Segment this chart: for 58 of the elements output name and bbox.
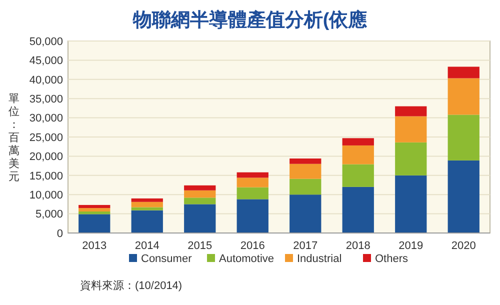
x-tick-label: 2016: [240, 240, 265, 252]
bar: [184, 204, 216, 233]
bar: [184, 198, 216, 204]
bar: [290, 178, 322, 195]
bar: [184, 185, 216, 190]
y-tick-label: 40,000: [29, 74, 63, 86]
legend-label: Consumer: [141, 253, 192, 265]
y-tick-label: 5,000: [35, 208, 63, 221]
x-tick-label: 2015: [188, 240, 212, 252]
bar: [342, 138, 374, 146]
x-tick-label: 2018: [346, 240, 370, 252]
bar: [342, 145, 374, 164]
chart-title: 物聯網半導體產值分析(依應: [132, 9, 368, 31]
bar: [78, 214, 110, 233]
y-tick-label: 35,000: [29, 93, 63, 106]
x-tick-label: 2017: [293, 240, 318, 252]
x-tick-label: 2019: [398, 240, 424, 252]
bar: [448, 66, 480, 78]
bar: [342, 164, 374, 187]
y-tick-label: 50,000: [29, 36, 63, 48]
legend-label: Others: [375, 253, 409, 265]
bar: [448, 78, 480, 115]
bar: [131, 210, 163, 233]
y-tick-label: 15,000: [29, 170, 63, 182]
y-tick-label: 25,000: [29, 132, 63, 144]
y-tick-label: 20,000: [29, 151, 63, 164]
bar: [342, 186, 374, 233]
legend-label: Industrial: [297, 253, 342, 265]
bar: [131, 207, 163, 210]
y-axis-title: 單位：百萬美元: [8, 92, 20, 183]
bar: [395, 175, 427, 233]
bar: [290, 164, 322, 179]
bar: [236, 178, 268, 188]
bar: [78, 211, 110, 214]
x-tick-label: 2013: [82, 240, 107, 252]
x-tick-label: 2014: [134, 240, 160, 252]
bar: [290, 158, 322, 164]
bar: [78, 208, 110, 212]
x-tick-label: 2020: [451, 240, 476, 252]
bar: [448, 114, 480, 160]
bar: [236, 199, 268, 233]
y-tick-label: 0: [56, 228, 63, 240]
bar: [448, 160, 480, 233]
y-tick-label: 45,000: [29, 55, 63, 68]
bar: [395, 142, 427, 176]
bar: [236, 172, 268, 178]
y-tick-label: 30,000: [29, 112, 63, 125]
bar: [395, 116, 427, 142]
bar: [78, 204, 110, 208]
y-tick-label: 10,000: [29, 189, 63, 202]
source-note: 資料來源：(10/2014): [80, 279, 182, 292]
bar: [131, 202, 163, 208]
legend-label: Automotive: [219, 253, 274, 265]
bar: [236, 187, 268, 200]
bar: [184, 190, 216, 198]
bar: [290, 194, 322, 233]
bar: [395, 106, 427, 116]
bar: [131, 198, 163, 202]
